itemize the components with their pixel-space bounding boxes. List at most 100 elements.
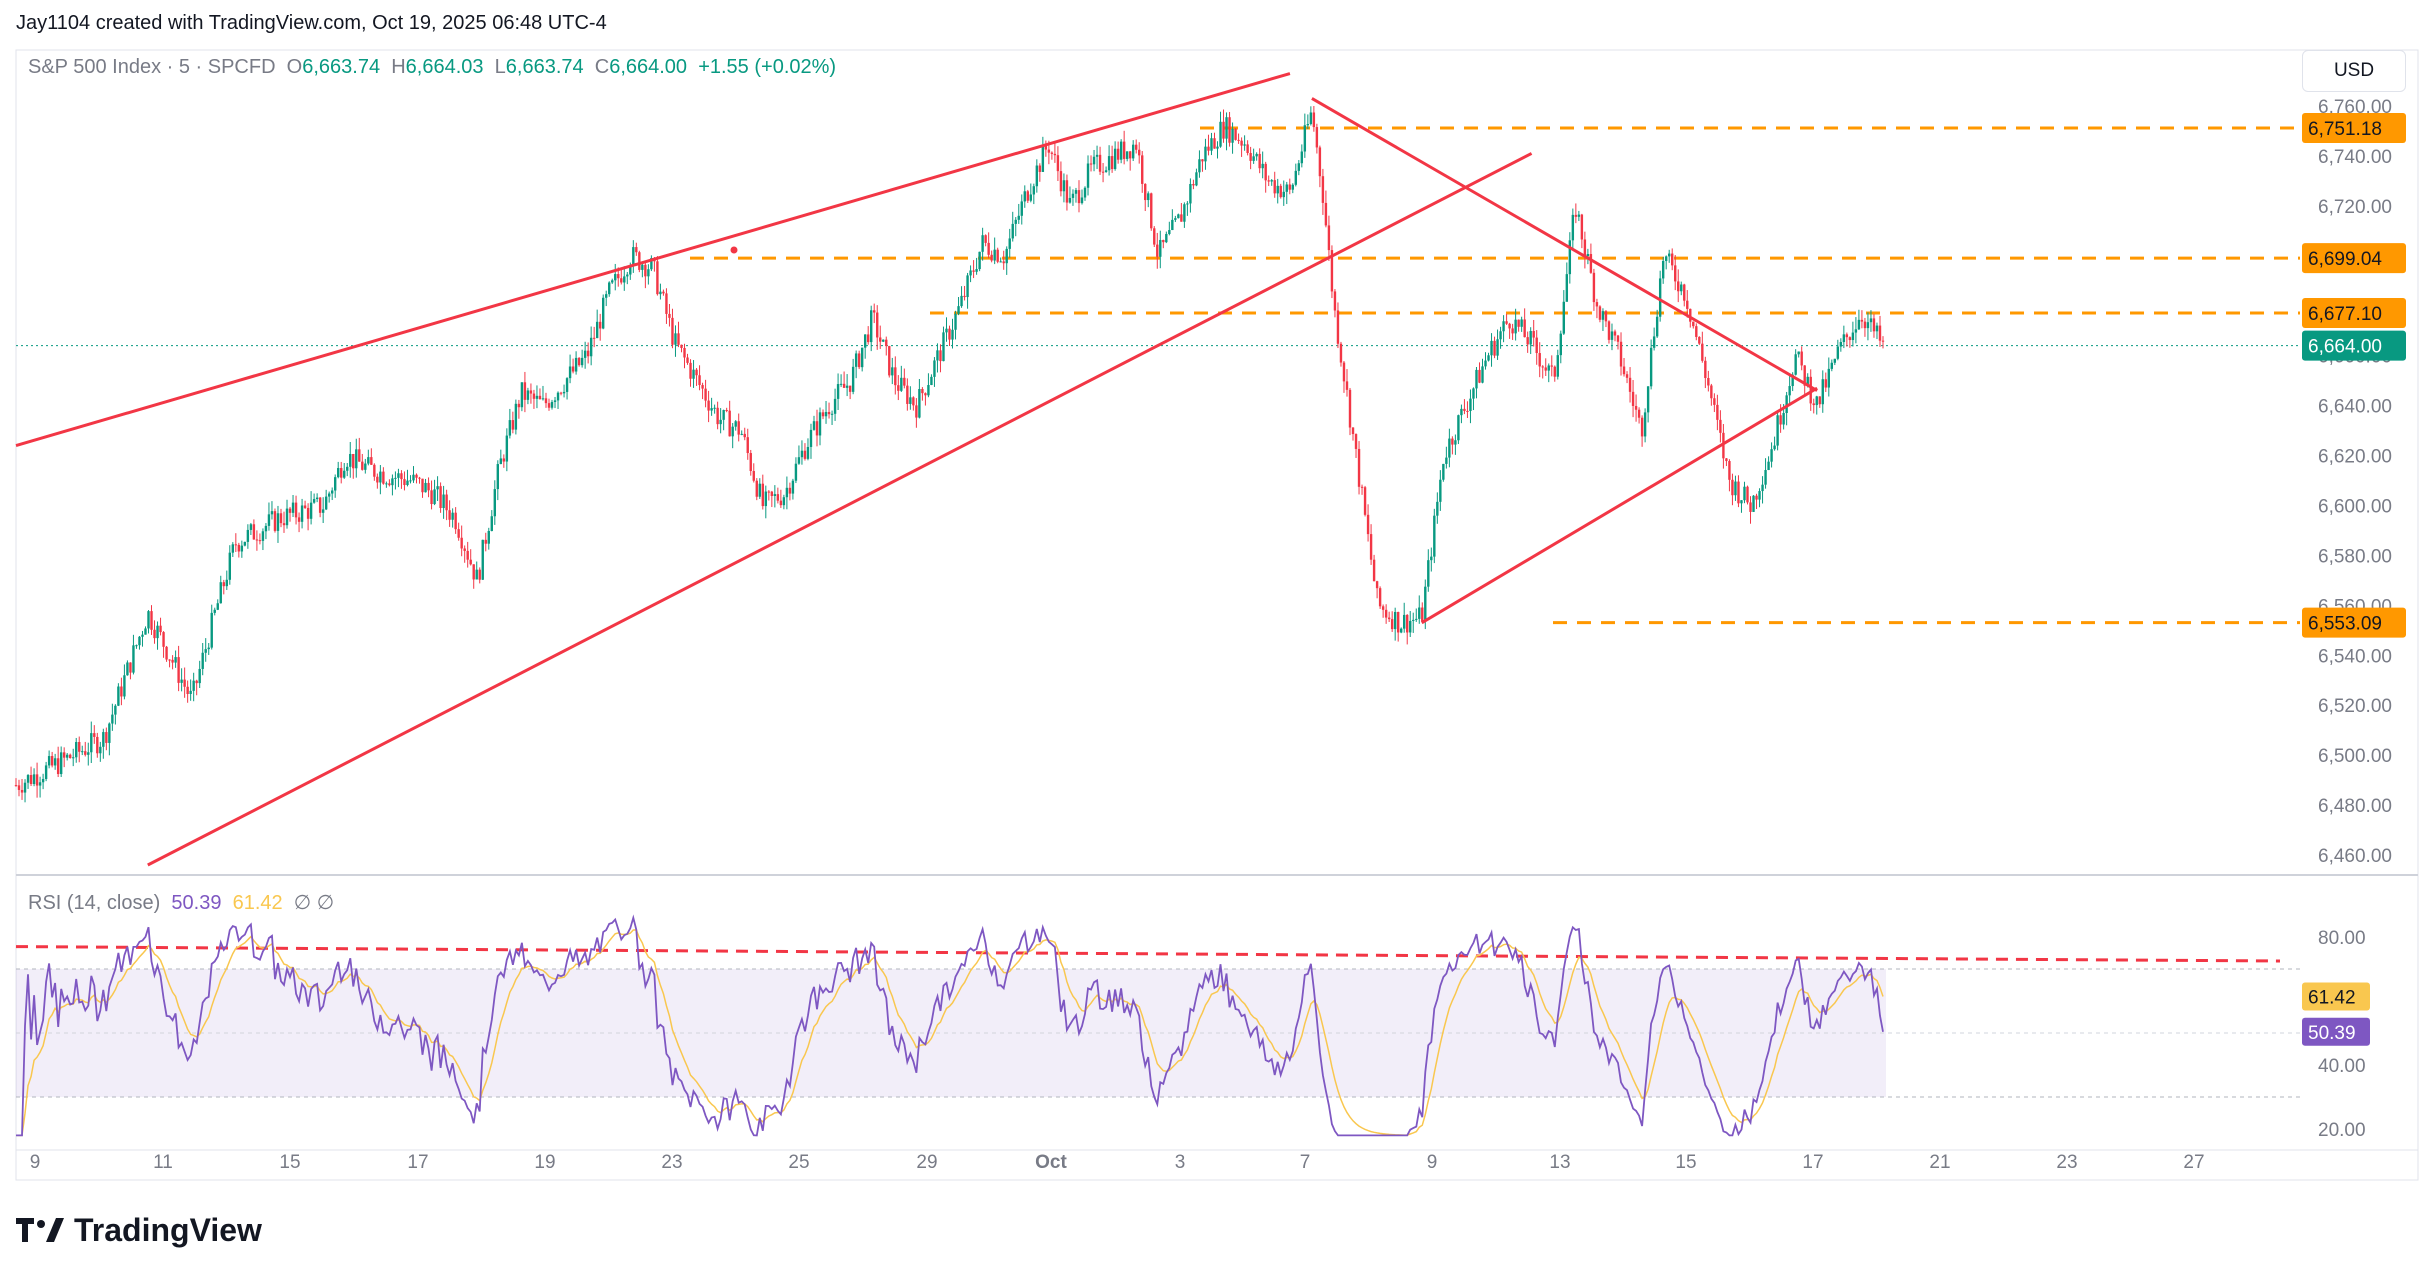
price-tick-label: 6,460.00	[2318, 846, 2392, 867]
price-tick-label: 6,480.00	[2318, 796, 2392, 817]
candle-body	[234, 544, 238, 546]
candle-body	[909, 397, 912, 404]
candle-body	[222, 582, 225, 587]
candle-body	[960, 295, 963, 307]
candle-body	[153, 629, 156, 639]
price-tick-label: 6,720.00	[2318, 197, 2392, 218]
rsi-title[interactable]: RSI (14, close)	[28, 892, 161, 914]
candle-body	[592, 337, 596, 339]
candle-body	[1083, 187, 1087, 198]
candle-body	[1674, 265, 1677, 282]
candle-body	[1427, 560, 1430, 587]
candle-body	[376, 476, 379, 483]
candle-body	[1824, 379, 1827, 388]
candle-body	[1014, 219, 1017, 224]
candle-body	[1297, 163, 1301, 171]
candle-body	[1138, 149, 1141, 156]
candle-body	[993, 249, 996, 261]
candle-body	[1713, 398, 1716, 405]
candle-body	[415, 474, 418, 478]
candle-body	[1345, 381, 1349, 390]
candle-body	[1225, 117, 1228, 139]
candle-body	[897, 385, 900, 391]
candle-body	[394, 477, 397, 479]
candle-body	[773, 494, 777, 496]
candle-body	[1159, 239, 1162, 257]
candle-body	[728, 410, 731, 437]
candle-body	[559, 392, 563, 394]
candle-body	[1484, 360, 1487, 367]
candle-body	[448, 510, 451, 520]
symbol-label[interactable]: S&P 500 Index · 5 · SPCFD	[28, 56, 276, 78]
candle-body	[574, 357, 578, 372]
candle-body	[900, 377, 903, 391]
candle-body	[1047, 149, 1051, 153]
candle-body	[496, 464, 500, 490]
candle-body	[1282, 191, 1285, 198]
anchor-dot	[730, 246, 738, 254]
candle-body	[1436, 501, 1439, 516]
candle-body	[1658, 278, 1662, 317]
candle-body	[842, 383, 846, 388]
candle-body	[1222, 121, 1225, 139]
candle-body	[1857, 319, 1861, 330]
candle-body	[50, 756, 54, 766]
candle-body	[1707, 378, 1710, 386]
candle-body	[1725, 458, 1728, 462]
candle-body	[1415, 618, 1418, 620]
candle-body	[1881, 340, 1885, 342]
candle-body	[1601, 311, 1605, 320]
price-tick-label: 6,540.00	[2318, 646, 2392, 667]
candle-body	[1032, 186, 1036, 195]
candle-body	[1580, 214, 1584, 240]
candle-body	[1586, 254, 1590, 257]
candle-body	[975, 269, 978, 272]
candle-body	[930, 376, 933, 386]
candle-body	[885, 339, 888, 347]
candle-body	[1396, 612, 1400, 633]
tradingview-brand[interactable]: TradingView	[16, 1212, 262, 1249]
candle-body	[1372, 559, 1376, 582]
candle-body	[1387, 617, 1391, 620]
candle-body	[1553, 366, 1556, 377]
candle-body	[108, 723, 111, 743]
candle-body	[1680, 284, 1683, 292]
candle-body	[1731, 479, 1734, 496]
candle-body	[918, 389, 921, 418]
candle-body	[1384, 609, 1388, 618]
candle-body	[1237, 139, 1240, 141]
candle-body	[827, 411, 831, 415]
candle-body	[1502, 321, 1505, 332]
candle-body	[1809, 376, 1812, 404]
price-legend: S&P 500 Index · 5 · SPCFD O6,663.74 H6,6…	[28, 56, 836, 79]
time-tick-label: 11	[153, 1152, 173, 1173]
candle-body	[1740, 500, 1743, 504]
candle-body	[379, 471, 382, 483]
candle-body	[1770, 449, 1773, 462]
candle-body	[731, 426, 734, 437]
rsi-badge-label: 61.42	[2308, 987, 2356, 1008]
candle-body	[1113, 148, 1117, 170]
candle-body	[114, 705, 117, 715]
price-tick-label: 6,620.00	[2318, 447, 2392, 468]
close-value: 6,664.00	[609, 56, 688, 78]
candle-body	[812, 421, 816, 430]
candle-body	[349, 453, 352, 467]
candle-body	[72, 757, 75, 759]
rsi-tick-label: 40.00	[2318, 1056, 2366, 1077]
candle-body	[282, 523, 286, 526]
candle-body	[713, 407, 716, 409]
time-tick-label: 9	[30, 1152, 41, 1173]
level-label: 6,553.09	[2308, 614, 2382, 635]
candle-body	[1526, 337, 1529, 345]
price-tick-label: 6,520.00	[2318, 696, 2392, 717]
candle-body	[1752, 495, 1755, 512]
candle-body	[1851, 332, 1855, 341]
candle-body	[1303, 125, 1307, 152]
candle-body	[1664, 256, 1668, 261]
rsi-tick-label: 80.00	[2318, 928, 2366, 949]
candle-body	[303, 505, 307, 508]
candle-body	[1764, 470, 1767, 485]
candle-body	[1565, 274, 1569, 302]
